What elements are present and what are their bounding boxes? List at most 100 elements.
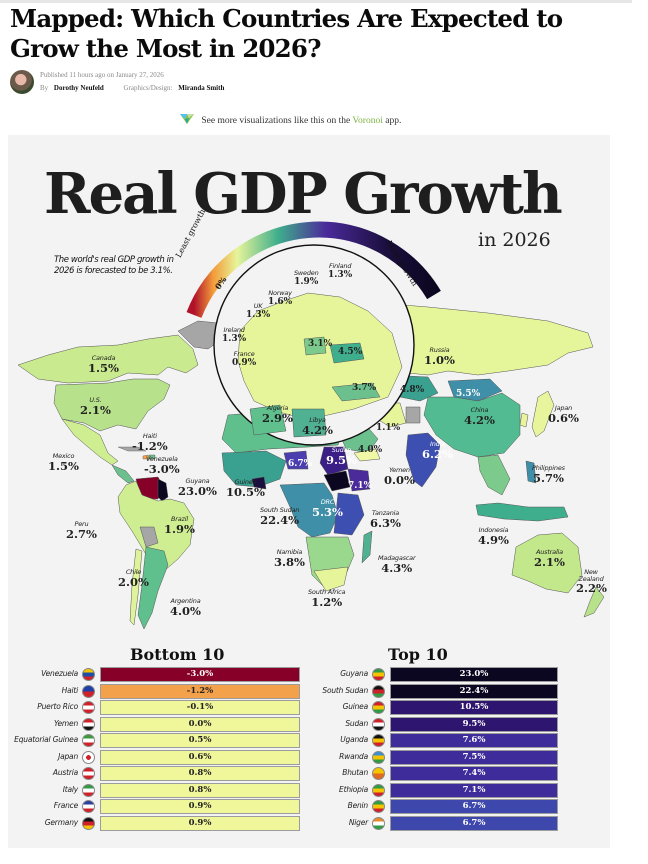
country-cuba [117,446,147,452]
flag-icon [372,668,385,681]
author-link[interactable]: Dorothy Neufeld [53,84,104,92]
country-madagascar [361,530,373,564]
top10-title: Top 10 [388,645,448,664]
map-label: India 6.2% [422,440,453,461]
map-label: Chile 2.0% [118,568,149,589]
country-name: Venezuela [41,669,78,678]
map-label: 3.1% [308,339,333,349]
country-libya [291,408,327,438]
map-label: UK 1.3% [246,302,271,320]
value-bar: 0.9% [100,799,300,814]
map-label: Sweden 1.9% [294,269,319,287]
chart-subtitle: in 2026 [478,229,551,251]
designer-link[interactable]: Miranda Smith [178,84,225,92]
table-row: France 0.9% [54,799,300,815]
chart-title: Real GDP Growth [44,161,563,227]
map-label: Indonesia 4.9% [478,526,509,547]
map-label: Mexico 1.5% [48,452,79,473]
map-label: 1.1% [376,423,401,433]
table-row: Germany 0.9% [45,815,300,832]
table-row: Guinea 10.5% [343,700,558,716]
flag-icon [82,750,95,764]
country-name: Equatorial Guinea [14,735,78,744]
world-map [17,221,605,630]
map-label: Sudan 9.5% [326,446,357,467]
map-label: Brazil 1.9% [164,515,195,536]
table-row: Yemen 0.0% [54,716,300,733]
table-row: Haiti -1.2% [62,683,300,700]
map-label: Australia 2.1% [534,548,565,569]
country-algeria [249,404,287,436]
map-label: Madagascar 4.3% [378,554,416,575]
map-label: 4.8% [400,385,425,395]
country-guyana [157,478,169,502]
map-label: Russia 1.0% [424,346,455,367]
flag-icon [372,734,385,747]
table-row: Bhutan 7.4% [342,766,558,782]
flag-icon [82,684,95,698]
map-label: Norway 1.6% [268,289,293,307]
flag-icon [82,668,95,681]
published-date: Published 11 hours ago on January 27, 20… [40,71,164,79]
country-niger-region [283,450,309,470]
table-row: Sudan 9.5% [345,716,558,733]
country-poland [303,336,327,356]
world-growth-note: The world's real GDP growth in 2026 is f… [54,255,174,276]
table-row: Niger 6.7% [349,815,558,832]
map-label: South Sudan 22.4% [260,506,300,527]
south-america-north [117,480,195,572]
value-bar: 7.1% [390,782,558,798]
map-label: Ireland 1.3% [222,326,247,344]
country-name: Haiti [61,685,79,695]
map-label: 6.7% [288,459,313,469]
value-bar: 7.6% [390,733,558,748]
map-label: Canada 1.5% [88,354,119,375]
country-new-zealand [583,586,605,618]
country-turkey [331,382,381,402]
table-row: Ethiopia 7.1% [339,782,558,799]
value-bar: 23.0% [390,667,558,682]
by-label: By [40,84,49,92]
flag-icon [82,734,95,747]
value-bar: 10.5% [390,700,558,715]
country-name: Yemen [53,718,78,728]
map-label: South Africa 1.2% [308,588,346,609]
map-label: China 4.2% [464,406,495,427]
map-label: 7.1% [348,481,373,491]
table-row: Guyana 23.0% [340,667,558,683]
value-bar: 0.6% [100,749,300,765]
voronoi-link[interactable]: Voronoi [352,116,383,126]
flag-icon [82,717,95,731]
central-america [111,464,135,484]
table-row: Puerto Rico -0.1% [37,700,300,716]
map-label: France 0.9% [232,350,257,368]
country-australia [511,532,583,594]
infographic: Real GDP Growth in 2026 The world's real… [8,135,610,848]
country-name: Germany [44,817,78,827]
map-label: Libya 4.2% [302,416,333,437]
value-bar: -0.1% [100,700,300,715]
value-bar: -1.2% [100,683,300,699]
flag-icon [372,767,385,780]
africa-west [221,450,287,488]
map-label: New Zealand 2.2% [576,568,607,595]
value-bar: 7.4% [390,766,558,781]
country-korea [519,412,529,428]
country-chile [129,548,143,626]
legend-color-arc [186,221,441,318]
map-label: 5.5% [456,389,481,399]
flag-icon [82,783,95,797]
voronoi-promo: See more visualizations like this on the… [180,113,401,126]
country-name: Niger [348,817,368,827]
country-name: Rwanda [339,751,368,761]
map-label: Tanzania 6.3% [370,509,401,530]
map-label: Philippines 5.7% [532,464,565,485]
map-label: 4.0% [358,445,383,455]
country-dominican-republic [148,454,156,460]
author-avatar[interactable] [10,70,34,94]
value-bar: 0.5% [100,733,300,748]
country-ethiopia [347,468,371,492]
table-row: Uganda 7.6% [340,733,558,749]
africa-central [279,482,339,538]
map-label: Japan 0.6% [548,404,579,425]
